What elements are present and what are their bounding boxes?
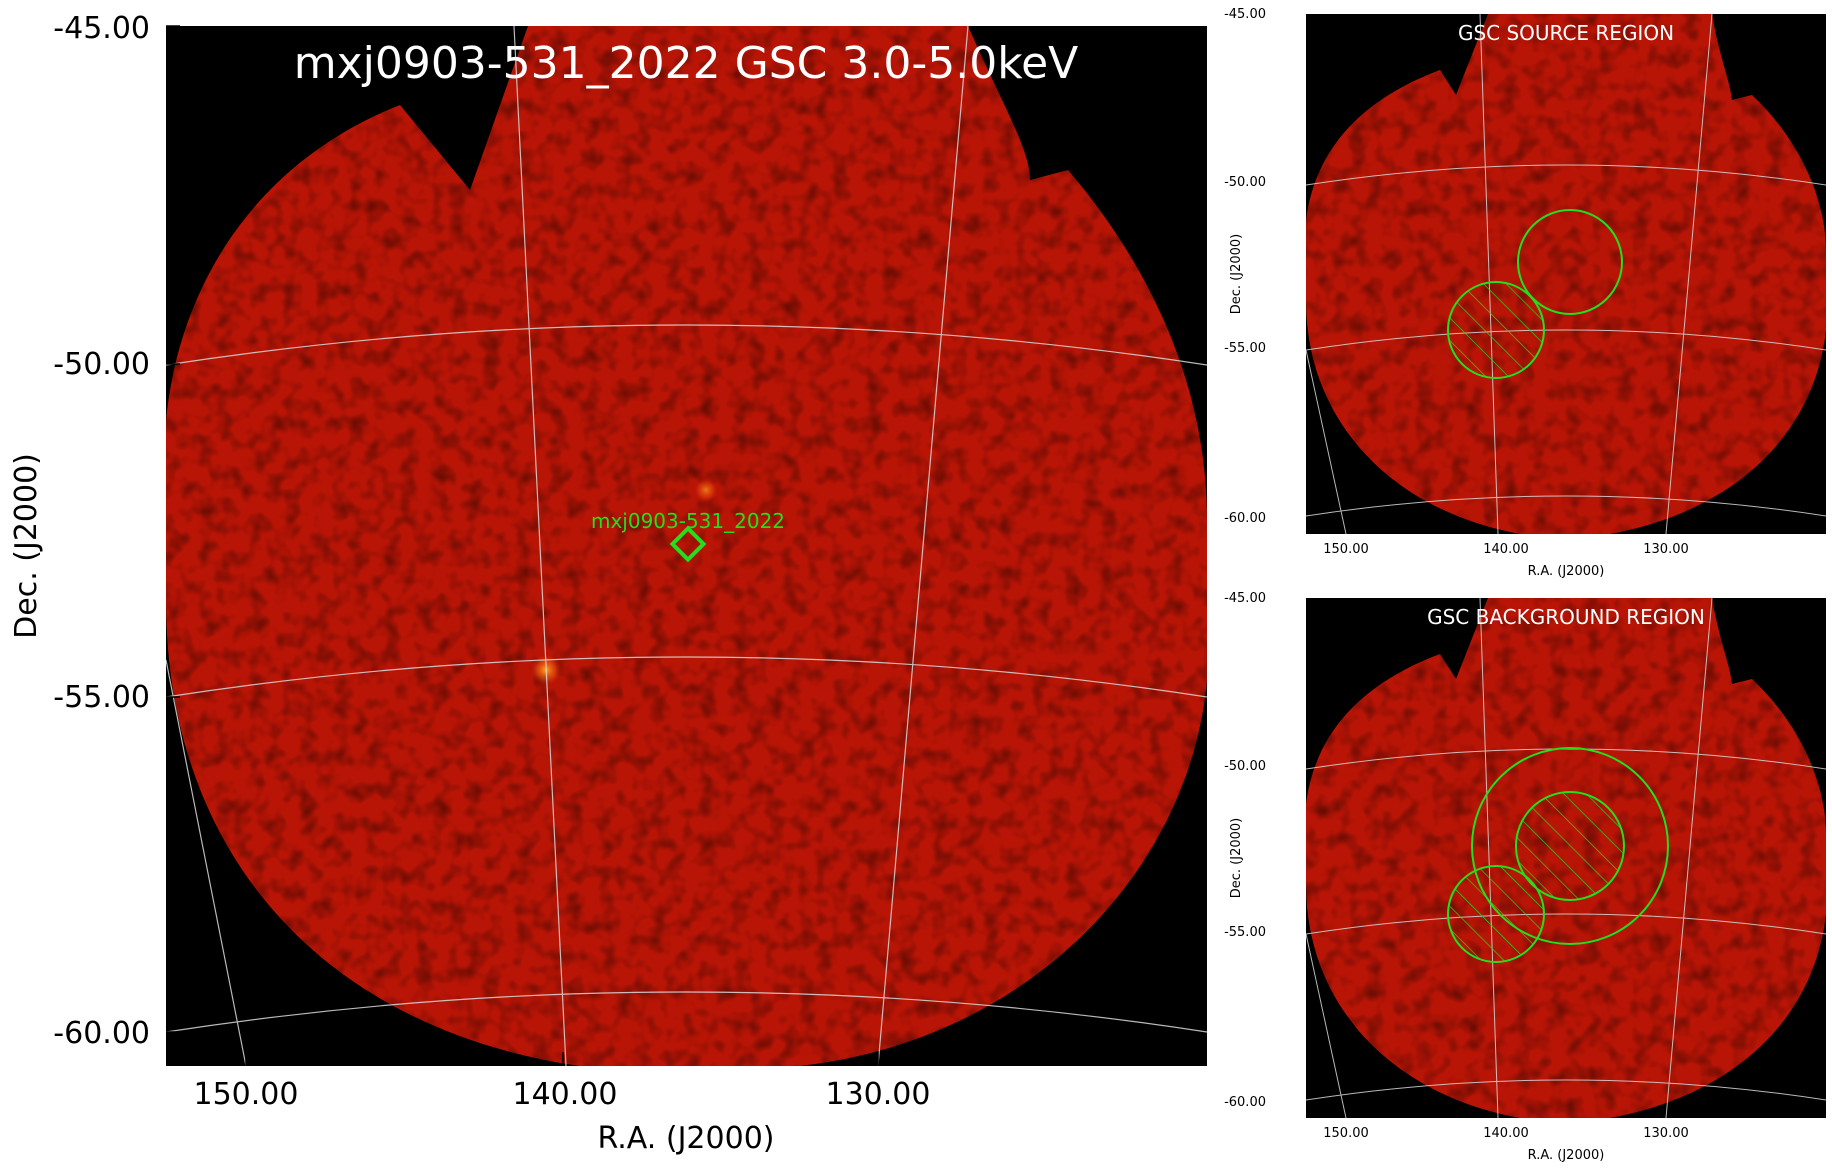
source-region-circle[interactable] bbox=[1517, 209, 1623, 315]
background-y-tick-label: -50.00 bbox=[1224, 759, 1266, 774]
source-marker[interactable] bbox=[669, 525, 707, 563]
background-x-tick-label: 150.00 bbox=[1323, 1126, 1369, 1141]
source-region-hatched[interactable] bbox=[1447, 281, 1545, 379]
background-region-panel: GSC BACKGROUND REGION -45.00 -50.00 -55.… bbox=[1224, 591, 1826, 1163]
background-y-tick-label: -45.00 bbox=[1224, 591, 1266, 606]
source-region-panel: GSC SOURCE REGION -45.00 -50.00 -55.00 -… bbox=[1224, 7, 1826, 579]
background-excluded-region[interactable] bbox=[1515, 791, 1625, 901]
source-panel-title: GSC SOURCE REGION bbox=[1458, 21, 1674, 45]
main-y-tick-label: -50.00 bbox=[53, 347, 150, 382]
main-panel: mxj0903-531_2022 mxj0903-531_2022 GSC 3.… bbox=[9, 11, 1207, 1156]
background-y-tick-label: -60.00 bbox=[1224, 1095, 1266, 1110]
main-sky-texture bbox=[166, 26, 1207, 1066]
background-y-axis-label: Dec. (J2000) bbox=[1229, 818, 1244, 898]
background-panel-title: GSC BACKGROUND REGION bbox=[1427, 605, 1705, 629]
main-hot-spot-2 bbox=[694, 478, 718, 502]
background-excluded-region-2[interactable] bbox=[1447, 865, 1545, 963]
source-y-tick-label: -50.00 bbox=[1224, 175, 1266, 190]
background-x-tick-label: 140.00 bbox=[1483, 1126, 1529, 1141]
main-x-axis-label: R.A. (J2000) bbox=[598, 1121, 775, 1156]
main-x-tick-label: 140.00 bbox=[513, 1077, 618, 1112]
source-y-axis-label: Dec. (J2000) bbox=[1229, 234, 1244, 314]
main-y-tick-label: -55.00 bbox=[53, 680, 150, 715]
source-y-tick-label: -55.00 bbox=[1224, 341, 1266, 356]
main-title: mxj0903-531_2022 GSC 3.0-5.0keV bbox=[294, 38, 1079, 89]
main-axis-ticks bbox=[166, 25, 879, 1066]
source-x-axis-label: R.A. (J2000) bbox=[1528, 564, 1605, 579]
source-x-tick-label: 150.00 bbox=[1323, 542, 1369, 557]
background-x-tick-label: 130.00 bbox=[1643, 1126, 1689, 1141]
source-y-tick-label: -45.00 bbox=[1224, 7, 1266, 22]
background-y-tick-label: -55.00 bbox=[1224, 925, 1266, 940]
main-x-tick-label: 130.00 bbox=[826, 1077, 931, 1112]
source-x-tick-label: 140.00 bbox=[1483, 542, 1529, 557]
source-sky-texture bbox=[1306, 14, 1826, 534]
background-x-axis-label: R.A. (J2000) bbox=[1528, 1148, 1605, 1163]
background-outer-circle[interactable] bbox=[1471, 747, 1669, 945]
source-x-tick-label: 130.00 bbox=[1643, 542, 1689, 557]
main-x-tick-label: 150.00 bbox=[194, 1077, 299, 1112]
source-label: mxj0903-531_2022 bbox=[591, 509, 785, 533]
source-y-tick-label: -60.00 bbox=[1224, 511, 1266, 526]
main-y-axis-label: Dec. (J2000) bbox=[9, 453, 44, 639]
main-y-tick-label: -60.00 bbox=[53, 1016, 150, 1051]
source-coordinate-grid bbox=[1306, 14, 1826, 534]
main-y-tick-label: -45.00 bbox=[53, 11, 150, 46]
main-coordinate-grid bbox=[166, 26, 1207, 1066]
